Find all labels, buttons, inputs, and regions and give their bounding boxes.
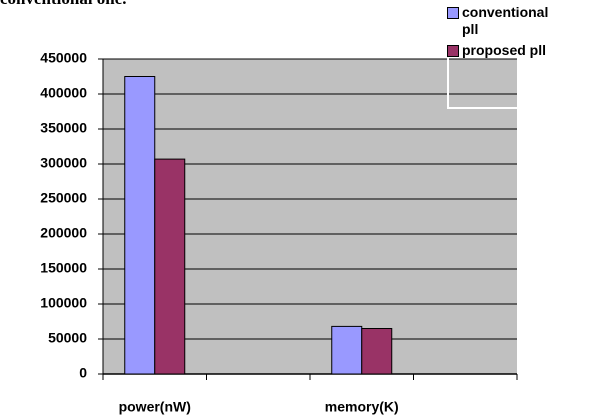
y-tick-label: 350000 [40,120,87,136]
y-tick-label: 0 [79,365,87,381]
y-tick-label: 400000 [40,85,87,101]
bar [331,325,363,375]
bar [124,76,156,375]
legend: conventional pll proposed pll [447,4,587,59]
y-tick-label: 300000 [40,155,87,171]
text-fragment: conventional one. [0,0,127,9]
legend-frame [447,55,519,109]
x-tick-label: power(nW) [119,399,191,415]
legend-item: proposed pll [447,42,587,59]
y-tick-label: 150000 [40,260,87,276]
bar [361,328,393,375]
legend-label: proposed pll [462,42,546,58]
y-tick-label: 450000 [40,50,87,66]
bar [154,158,186,375]
y-tick-label: 250000 [40,190,87,206]
legend-item: conventional pll [447,4,587,38]
y-tick-label: 200000 [40,225,87,241]
legend-label: conventional pll [462,4,549,37]
y-tick-label: 100000 [40,295,87,311]
x-tick-label: memory(K) [325,399,399,415]
y-tick-label: 50000 [48,330,87,346]
legend-swatch [447,7,459,19]
legend-swatch [447,45,459,57]
